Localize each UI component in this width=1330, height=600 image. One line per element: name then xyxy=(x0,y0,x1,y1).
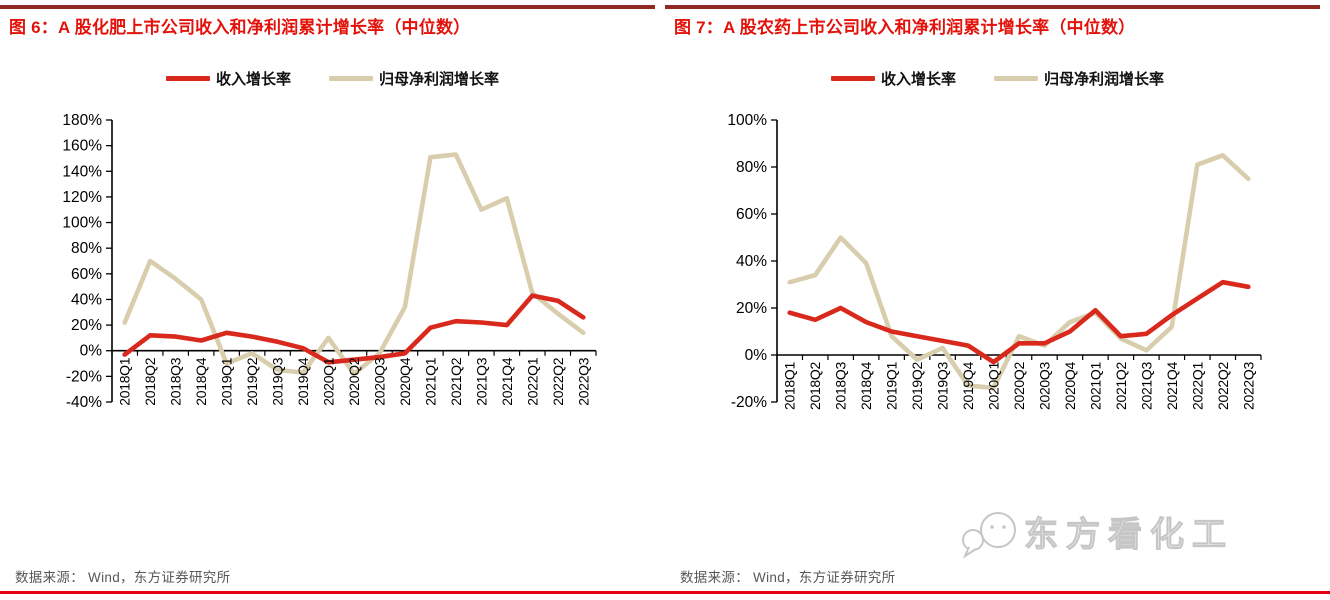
svg-text:60%: 60% xyxy=(736,206,767,223)
svg-text:2020Q1: 2020Q1 xyxy=(321,357,337,406)
svg-text:160%: 160% xyxy=(62,138,102,155)
revenue-line-swatch xyxy=(830,76,875,81)
svg-text:2019Q1: 2019Q1 xyxy=(884,361,900,410)
svg-text:2021Q3: 2021Q3 xyxy=(473,357,489,406)
svg-text:2021Q4: 2021Q4 xyxy=(1164,361,1180,410)
svg-text:2018Q2: 2018Q2 xyxy=(142,357,158,406)
legend-item-net-profit: 归母净利润增长率 xyxy=(329,68,499,89)
svg-text:-20%: -20% xyxy=(731,394,767,411)
figure-panel-pesticide: 图 7：A 股农药上市公司收入和净利润累计增长率（中位数） 收入增长率 归母净利… xyxy=(665,0,1330,600)
data-source-note: 数据来源： Wind，东方证券研究所 xyxy=(680,570,896,585)
svg-text:2022Q3: 2022Q3 xyxy=(1240,361,1256,410)
svg-text:0%: 0% xyxy=(80,343,103,360)
svg-text:-20%: -20% xyxy=(66,368,102,385)
chart-pesticide-line-chart: 100% 80% 60% 40% 20% 0% -20% 2018Q1 2018Q2 2018Q3… xyxy=(727,112,1262,411)
svg-text:2019Q3: 2019Q3 xyxy=(270,357,286,406)
figure-title: 图 7：A 股农药上市公司收入和净利润累计增长率（中位数） xyxy=(674,18,1136,37)
svg-text:80%: 80% xyxy=(71,240,102,257)
svg-text:2020Q4: 2020Q4 xyxy=(1062,361,1078,410)
svg-text:80%: 80% xyxy=(736,159,767,176)
svg-text:2021Q2: 2021Q2 xyxy=(448,357,464,406)
legend-label: 归母净利润增长率 xyxy=(1044,71,1165,88)
figure-panel-fertilizer: 图 6：A 股化肥上市公司收入和净利润累计增长率（中位数） 收入增长率 归母净利… xyxy=(0,5,665,594)
legend-label: 归母净利润增长率 xyxy=(379,71,500,88)
svg-text:140%: 140% xyxy=(62,163,102,180)
svg-text:100%: 100% xyxy=(727,112,767,129)
svg-text:-40%: -40% xyxy=(66,394,102,411)
svg-text:2021Q4: 2021Q4 xyxy=(499,357,515,406)
profit-line-swatch xyxy=(994,76,1038,81)
svg-text:2018Q1: 2018Q1 xyxy=(782,361,798,410)
svg-text:2022Q1: 2022Q1 xyxy=(1189,361,1205,410)
svg-text:2021Q3: 2021Q3 xyxy=(1138,361,1154,410)
svg-text:2018Q3: 2018Q3 xyxy=(168,357,184,406)
svg-text:2022Q1: 2022Q1 xyxy=(524,357,540,406)
svg-text:2020Q2: 2020Q2 xyxy=(346,357,362,406)
svg-text:2019Q2: 2019Q2 xyxy=(909,361,925,410)
panel-bottom-rule xyxy=(665,591,1330,594)
svg-text:40%: 40% xyxy=(736,253,767,270)
svg-text:2021Q1: 2021Q1 xyxy=(422,357,438,406)
svg-text:2020Q2: 2020Q2 xyxy=(1011,361,1027,410)
legend-label: 收入增长率 xyxy=(880,71,956,88)
svg-text:2018Q4: 2018Q4 xyxy=(858,361,874,410)
svg-text:0%: 0% xyxy=(745,347,768,364)
svg-text:2022Q2: 2022Q2 xyxy=(1215,361,1231,410)
svg-text:20%: 20% xyxy=(71,317,102,334)
chart-fertilizer-line-chart: 180% 160% 140% 120% 100% 80% 60% 40% 20% 0% -20% -4… xyxy=(62,112,597,411)
svg-text:2018Q3: 2018Q3 xyxy=(833,361,849,410)
svg-text:2020Q4: 2020Q4 xyxy=(397,357,413,406)
svg-text:2019Q1: 2019Q1 xyxy=(219,357,235,406)
revenue-line-swatch xyxy=(165,76,210,81)
legend-item-revenue: 收入增长率 xyxy=(165,68,291,89)
svg-text:2018Q4: 2018Q4 xyxy=(193,357,209,406)
svg-text:180%: 180% xyxy=(62,112,102,129)
svg-text:2020Q3: 2020Q3 xyxy=(1037,361,1053,410)
svg-text:2022Q3: 2022Q3 xyxy=(575,357,591,406)
data-source-note: 数据来源： Wind，东方证券研究所 xyxy=(15,570,231,585)
chart-legend: 收入增长率 归母净利润增长率 xyxy=(665,68,1330,89)
svg-text:2019Q4: 2019Q4 xyxy=(960,361,976,410)
svg-text:2019Q2: 2019Q2 xyxy=(244,357,260,406)
legend-label: 收入增长率 xyxy=(215,71,291,88)
svg-text:2020Q1: 2020Q1 xyxy=(986,361,1002,410)
svg-text:120%: 120% xyxy=(62,189,102,206)
svg-text:40%: 40% xyxy=(71,291,102,308)
svg-text:2018Q1: 2018Q1 xyxy=(117,357,133,406)
svg-text:2019Q3: 2019Q3 xyxy=(935,361,951,410)
panel-top-rule xyxy=(665,5,1320,9)
svg-text:2021Q1: 2021Q1 xyxy=(1087,361,1103,410)
panel-top-rule xyxy=(0,5,655,9)
svg-text:2019Q4: 2019Q4 xyxy=(295,357,311,406)
legend-item-revenue: 收入增长率 xyxy=(830,68,956,89)
svg-text:60%: 60% xyxy=(71,266,102,283)
profit-line-swatch xyxy=(329,76,373,81)
svg-text:2020Q3: 2020Q3 xyxy=(372,357,388,406)
svg-text:20%: 20% xyxy=(736,300,767,317)
panel-bottom-rule xyxy=(0,591,665,594)
legend-item-net-profit: 归母净利润增长率 xyxy=(994,68,1164,89)
svg-text:2021Q2: 2021Q2 xyxy=(1113,361,1129,410)
svg-text:100%: 100% xyxy=(62,215,102,232)
chart-legend: 收入增长率 归母净利润增长率 xyxy=(0,68,665,89)
svg-text:2022Q2: 2022Q2 xyxy=(550,357,566,406)
figure-title: 图 6：A 股化肥上市公司收入和净利润累计增长率（中位数） xyxy=(9,18,471,37)
svg-text:2018Q2: 2018Q2 xyxy=(807,361,823,410)
